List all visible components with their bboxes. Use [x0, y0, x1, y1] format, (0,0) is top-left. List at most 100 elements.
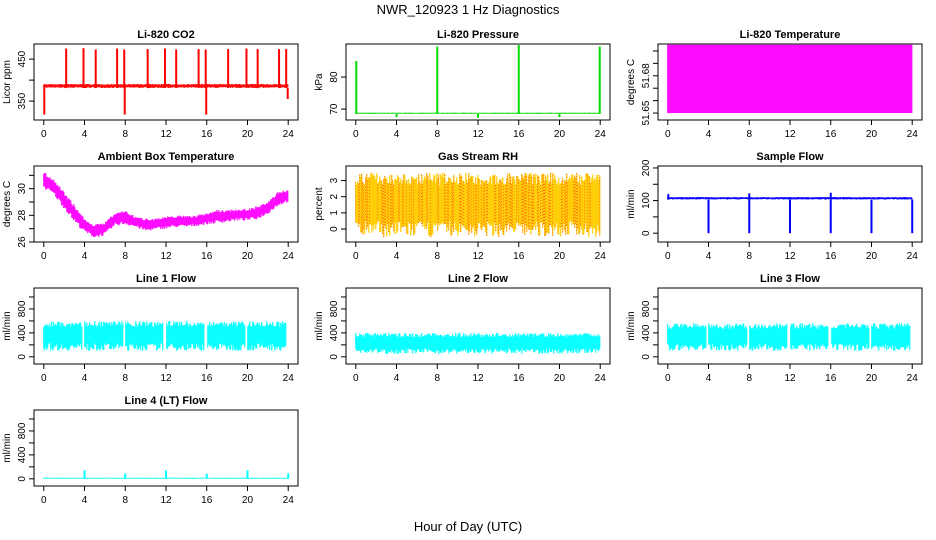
- x-tick-label: 0: [41, 373, 47, 384]
- y-axis: 0 100 200: [641, 159, 658, 236]
- x-axis: 0 4 8 12 16 20 24: [353, 363, 607, 384]
- y-tick-label: 0: [641, 230, 652, 236]
- x-tick-label: 0: [665, 251, 671, 262]
- panel-title: Ambient Box Temperature: [98, 151, 235, 163]
- y-tick-label: 0: [17, 354, 28, 360]
- panel-title: Li-820 Temperature: [740, 29, 841, 41]
- x-tick-label: 16: [513, 251, 525, 262]
- x-tick-label: 20: [242, 129, 254, 140]
- x-tick-label: 24: [907, 129, 919, 140]
- x-axis: 0 4 8 12 16 20 24: [353, 241, 606, 262]
- figure-title: NWR_120923 1 Hz Diagnostics: [377, 2, 560, 17]
- y-axis: 350 450: [17, 50, 34, 109]
- panel-li-820-temperature: Li-820 Temperature degrees C 0 4 8 12 16 20 24 51…: [626, 29, 923, 140]
- x-axis-label: Hour of Day (UTC): [414, 519, 522, 534]
- x-tick-label: 20: [866, 251, 878, 262]
- plot-frame: [33, 165, 299, 243]
- x-axis: 0 4 8 12 16 20 24: [665, 119, 919, 140]
- x-tick-label: 12: [160, 495, 172, 506]
- x-tick-label: 16: [201, 495, 213, 506]
- panel-title: Gas Stream RH: [438, 151, 518, 163]
- x-tick-label: 4: [82, 495, 88, 506]
- x-tick-label: 4: [82, 251, 88, 262]
- panel-title: Sample Flow: [756, 151, 824, 163]
- x-tick-label: 8: [746, 251, 752, 262]
- panel-ambient-box-temperature: Ambient Box Temperature degrees C 0 4 8 12 16 2…: [2, 151, 299, 262]
- y-tick-label: 51.65: [641, 100, 652, 125]
- x-tick-label: 0: [665, 373, 671, 384]
- x-tick-label: 20: [242, 373, 254, 384]
- x-axis: 0 4 8 12 16 20 24: [41, 485, 295, 506]
- series: [667, 192, 914, 234]
- y-tick-label: 200: [641, 159, 652, 176]
- panel-title: Li-820 Pressure: [437, 29, 519, 41]
- x-tick-label: 8: [122, 373, 128, 384]
- series: [667, 323, 911, 351]
- y-tick-label: 400: [329, 324, 340, 341]
- y-tick-label: 800: [329, 300, 340, 317]
- x-tick-label: 20: [554, 373, 566, 384]
- y-axis-label: kPa: [314, 73, 325, 91]
- x-tick-label: 8: [122, 495, 128, 506]
- x-tick-label: 12: [472, 373, 484, 384]
- panel-li-820-pressure: Li-820 Pressure kPa 0 4 8 12 16 20 24 70 80: [314, 29, 611, 140]
- panel-title: Line 2 Flow: [448, 273, 508, 285]
- y-tick-label: 26: [17, 236, 28, 248]
- x-tick-label: 24: [595, 129, 607, 140]
- x-tick-label: 4: [394, 251, 400, 262]
- panel-li-820-co2: Li-820 CO2 Licor ppm 0 4 8 12 16 20 24 350 450: [2, 29, 299, 140]
- y-axis: 0 400 800: [329, 296, 346, 360]
- y-tick-label: 1: [329, 210, 340, 216]
- x-tick-label: 4: [706, 251, 712, 262]
- series: [43, 173, 289, 237]
- panel-title: Line 4 (LT) Flow: [125, 395, 208, 407]
- y-tick-label: 800: [17, 300, 28, 317]
- y-axis-label: ml/min: [2, 311, 13, 340]
- x-axis: 0 4 8 12 16 20 24: [41, 363, 295, 384]
- y-axis: 51.65 51.68: [641, 50, 658, 126]
- y-tick-label: 0: [329, 354, 340, 360]
- panel-line-2-flow: Line 2 Flow ml/min 0 4 8 12 16 20 24 0 400 800: [314, 273, 611, 384]
- y-axis: 70 80: [329, 71, 346, 115]
- panel-title: Line 3 Flow: [760, 273, 820, 285]
- x-tick-label: 0: [665, 129, 671, 140]
- y-tick-label: 800: [17, 422, 28, 439]
- x-axis: 0 4 8 12 16 20 24: [41, 119, 294, 140]
- series: [355, 332, 601, 354]
- series: [43, 320, 287, 351]
- x-tick-label: 0: [41, 129, 47, 140]
- panel-line-3-flow: Line 3 Flow ml/min 0 4 8 12 16 20 24 0 400 800: [626, 273, 923, 384]
- panel-title: Li-820 CO2: [137, 29, 194, 41]
- y-tick-label: 70: [329, 103, 340, 115]
- x-tick-label: 0: [41, 495, 47, 506]
- y-tick-label: 0: [17, 476, 28, 482]
- x-tick-label: 8: [746, 373, 752, 384]
- y-tick-label: 450: [17, 50, 28, 67]
- y-axis-label: ml/min: [626, 189, 637, 218]
- x-tick-label: 0: [353, 129, 359, 140]
- y-tick-label: 0: [641, 354, 652, 360]
- x-tick-label: 12: [784, 251, 796, 262]
- x-axis: 0 4 8 12 16 20 24: [665, 241, 918, 262]
- series: [355, 44, 601, 118]
- x-tick-label: 24: [595, 373, 607, 384]
- x-tick-label: 24: [283, 373, 295, 384]
- x-tick-label: 24: [283, 495, 295, 506]
- x-tick-label: 4: [82, 129, 88, 140]
- y-tick-label: 3: [329, 177, 340, 183]
- x-tick-label: 12: [472, 129, 484, 140]
- x-tick-label: 20: [866, 373, 878, 384]
- x-tick-label: 4: [82, 373, 88, 384]
- y-axis-label: ml/min: [626, 311, 637, 340]
- x-tick-label: 4: [394, 373, 400, 384]
- x-tick-label: 4: [394, 129, 400, 140]
- plot-frame: [345, 43, 611, 121]
- y-tick-label: 51.68: [641, 63, 652, 88]
- series: [43, 48, 289, 115]
- y-axis-label: ml/min: [2, 433, 13, 462]
- y-axis: 0 1 2 3: [329, 177, 346, 232]
- y-axis-label: degrees C: [626, 59, 637, 105]
- x-tick-label: 0: [353, 251, 359, 262]
